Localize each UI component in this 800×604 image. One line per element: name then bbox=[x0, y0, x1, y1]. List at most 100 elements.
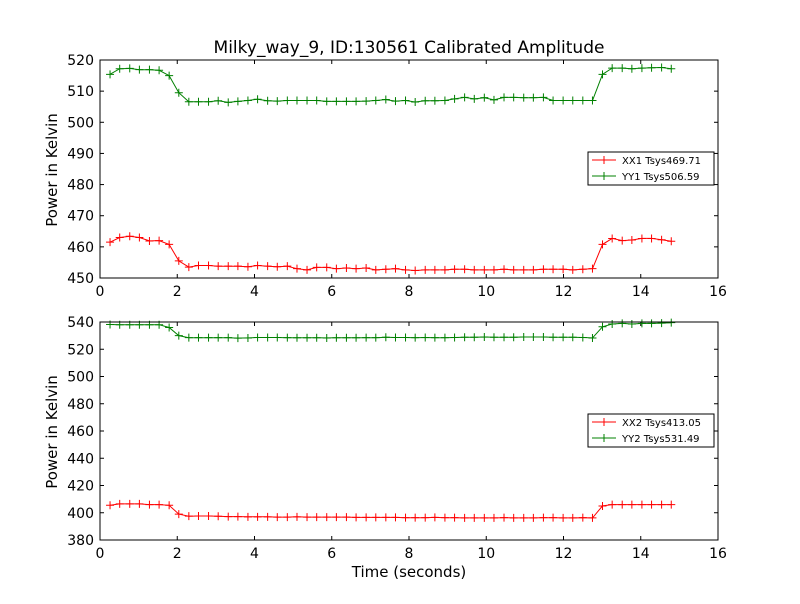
bottom-series-point-2 bbox=[470, 333, 479, 342]
top-series-point-2 bbox=[292, 96, 301, 105]
bottom-series-point-1 bbox=[421, 513, 430, 522]
bottom-series-point-2 bbox=[440, 333, 449, 342]
top-series-point-1 bbox=[273, 262, 282, 271]
top-series-point-1 bbox=[332, 264, 341, 273]
top-plot-legend-box bbox=[587, 151, 715, 186]
bottom-series-point-1 bbox=[637, 500, 646, 509]
top-series-point-2 bbox=[588, 96, 597, 105]
bottom-series-point-2 bbox=[204, 333, 213, 342]
bottom-plot-xlabel: Time (seconds) bbox=[351, 563, 467, 581]
bottom-series-point-1 bbox=[509, 513, 518, 522]
top-series-point-1 bbox=[529, 265, 538, 274]
bottom-series-point-1 bbox=[283, 513, 292, 522]
bottom-series-point-2 bbox=[283, 333, 292, 342]
bottom-series-point-2 bbox=[332, 333, 341, 342]
top-series-point-1 bbox=[627, 236, 636, 245]
bottom-series-point-1 bbox=[470, 513, 479, 522]
top-series-point-2 bbox=[627, 64, 636, 73]
top-series-point-2 bbox=[115, 64, 124, 73]
top-series-point-2 bbox=[243, 96, 252, 105]
top-series-point-2 bbox=[391, 97, 400, 106]
top-series-point-1 bbox=[184, 263, 193, 272]
bottom-series-point-2 bbox=[450, 333, 459, 342]
bottom-series-point-2 bbox=[618, 319, 627, 328]
top-series-point-1 bbox=[322, 263, 331, 272]
top-series-point-2 bbox=[598, 70, 607, 79]
bottom-series-point-2 bbox=[174, 331, 183, 340]
bottom-series-point-1 bbox=[608, 500, 617, 509]
bottom-x-tick-label: 4 bbox=[250, 546, 259, 562]
top-series-point-2 bbox=[411, 98, 420, 107]
bottom-series-point-1 bbox=[647, 500, 656, 509]
top-series-point-1 bbox=[411, 266, 420, 275]
top-series-point-1 bbox=[500, 265, 509, 274]
bottom-series-point-1 bbox=[401, 513, 410, 522]
bottom-series-point-1 bbox=[145, 500, 154, 509]
top-series-line-1 bbox=[109, 235, 672, 272]
top-series-point-1 bbox=[312, 263, 321, 272]
top-series-point-2 bbox=[174, 88, 183, 97]
bottom-series-point-1 bbox=[214, 512, 223, 521]
top-series-point-1 bbox=[233, 262, 242, 271]
top-series-point-2 bbox=[165, 71, 174, 80]
top-series-point-2 bbox=[549, 96, 558, 105]
bottom-series-point-2 bbox=[273, 333, 282, 342]
bottom-legend-marker-yy2 bbox=[600, 434, 608, 442]
bottom-plot: Power in Kelvin Time (seconds) 0 2 4 6 8 10 12… bbox=[43, 315, 727, 581]
top-series-point-2 bbox=[106, 70, 115, 79]
top-x-tick-label: 12 bbox=[555, 284, 573, 300]
bottom-series-point-2 bbox=[233, 334, 242, 343]
bottom-series-point-2 bbox=[608, 320, 617, 329]
top-series-point-1 bbox=[440, 265, 449, 274]
top-x-tick-label: 14 bbox=[632, 284, 650, 300]
top-series-point-2 bbox=[322, 97, 331, 106]
top-series-point-1 bbox=[657, 235, 666, 244]
bottom-series-point-2 bbox=[391, 333, 400, 342]
top-series-point-1 bbox=[401, 265, 410, 274]
bottom-series-point-2 bbox=[549, 333, 558, 342]
top-series-point-2 bbox=[618, 64, 627, 73]
bottom-series-point-2 bbox=[224, 333, 233, 342]
top-series-point-1 bbox=[667, 237, 676, 246]
top-series-point-2 bbox=[214, 96, 223, 105]
bottom-x-tick-label: 2 bbox=[173, 546, 182, 562]
top-series-point-2 bbox=[430, 96, 439, 105]
top-series-point-1 bbox=[647, 234, 656, 243]
top-series-point-2 bbox=[519, 93, 528, 102]
top-plot-legend: XX1 Tsys469.71 YY1 Tsys506.59 bbox=[587, 151, 715, 186]
top-series-point-1 bbox=[224, 262, 233, 271]
bottom-series-point-1 bbox=[519, 513, 528, 522]
bottom-series-point-2 bbox=[214, 333, 223, 342]
bottom-series-point-2 bbox=[352, 333, 361, 342]
bottom-plot-ticks: 0 2 4 6 8 10 12 14 16 380 400 420 440 460 480 500 520 540 bbox=[67, 315, 727, 562]
top-series-point-1 bbox=[145, 236, 154, 245]
top-x-tick-label: 16 bbox=[709, 284, 727, 300]
bottom-x-tick-label: 16 bbox=[709, 546, 727, 562]
bottom-series-point-1 bbox=[312, 513, 321, 522]
top-legend-label-yy1: YY1 Tsys506.59 bbox=[621, 172, 700, 183]
bottom-series-point-2 bbox=[588, 333, 597, 342]
bottom-series-point-2 bbox=[253, 333, 262, 342]
top-series-point-2 bbox=[145, 65, 154, 74]
top-series-point-2 bbox=[155, 66, 164, 75]
top-series-point-1 bbox=[342, 264, 351, 273]
top-y-tick-label: 490 bbox=[67, 146, 94, 162]
bottom-series-point-2 bbox=[598, 322, 607, 331]
bottom-series-point-2 bbox=[165, 323, 174, 332]
bottom-series-point-2 bbox=[263, 333, 272, 342]
top-y-tick-label: 450 bbox=[67, 271, 94, 287]
top-series-point-1 bbox=[391, 264, 400, 273]
bottom-plot-ylabel: Power in Kelvin bbox=[43, 375, 61, 489]
bottom-y-tick-label: 520 bbox=[67, 342, 94, 358]
top-y-tick-label: 510 bbox=[67, 84, 94, 100]
top-plot-title: Milky_way_9, ID:130561 Calibrated Amplit… bbox=[214, 38, 605, 58]
bottom-series-point-2 bbox=[430, 333, 439, 342]
bottom-series-point-1 bbox=[155, 500, 164, 509]
top-series-point-2 bbox=[135, 65, 144, 74]
bottom-series-point-2 bbox=[637, 319, 646, 328]
top-series-point-1 bbox=[106, 238, 115, 247]
bottom-series-point-1 bbox=[559, 513, 568, 522]
top-series-point-2 bbox=[283, 96, 292, 105]
bottom-series-point-1 bbox=[500, 513, 509, 522]
